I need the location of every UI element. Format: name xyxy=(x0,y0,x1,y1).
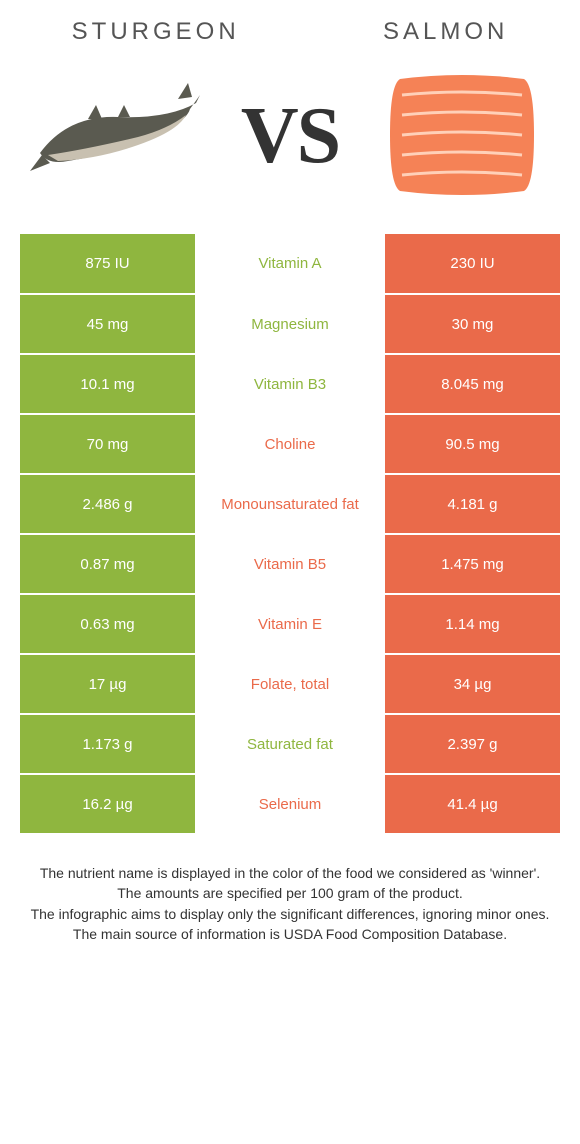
sturgeon-illustration xyxy=(28,60,208,210)
left-value: 10.1 mg xyxy=(20,354,195,414)
table-row: 2.486 gMonounsaturated fat4.181 g xyxy=(20,474,560,534)
left-value: 875 IU xyxy=(20,234,195,294)
table-row: 10.1 mgVitamin B38.045 mg xyxy=(20,354,560,414)
right-food-title: SALMON xyxy=(383,18,508,46)
table-row: 0.87 mgVitamin B51.475 mg xyxy=(20,534,560,594)
vs-v: V xyxy=(241,92,297,180)
nutrient-label: Vitamin E xyxy=(195,594,385,654)
left-value: 0.63 mg xyxy=(20,594,195,654)
nutrient-label: Vitamin A xyxy=(195,234,385,294)
table-row: 70 mgCholine90.5 mg xyxy=(20,414,560,474)
right-value: 30 mg xyxy=(385,294,560,354)
footer-notes: The nutrient name is displayed in the co… xyxy=(30,863,550,944)
footer-line: The amounts are specified per 100 gram o… xyxy=(30,883,550,903)
vs-label: VS xyxy=(241,89,339,182)
left-value: 2.486 g xyxy=(20,474,195,534)
nutrient-label: Magnesium xyxy=(195,294,385,354)
right-value: 4.181 g xyxy=(385,474,560,534)
table-row: 875 IUVitamin A230 IU xyxy=(20,234,560,294)
table-row: 17 µgFolate, total34 µg xyxy=(20,654,560,714)
vs-s: S xyxy=(297,92,340,180)
nutrient-label: Choline xyxy=(195,414,385,474)
nutrient-label: Vitamin B5 xyxy=(195,534,385,594)
right-value: 34 µg xyxy=(385,654,560,714)
right-value: 8.045 mg xyxy=(385,354,560,414)
left-value: 0.87 mg xyxy=(20,534,195,594)
table-row: 1.173 gSaturated fat2.397 g xyxy=(20,714,560,774)
right-value: 1.475 mg xyxy=(385,534,560,594)
left-value: 1.173 g xyxy=(20,714,195,774)
sturgeon-fin-icon xyxy=(178,83,192,99)
right-value: 1.14 mg xyxy=(385,594,560,654)
right-value: 230 IU xyxy=(385,234,560,294)
left-value: 16.2 µg xyxy=(20,774,195,834)
right-value: 41.4 µg xyxy=(385,774,560,834)
nutrient-label: Vitamin B3 xyxy=(195,354,385,414)
nutrient-label: Selenium xyxy=(195,774,385,834)
left-food-title: STURGEON xyxy=(72,18,240,46)
nutrient-label: Folate, total xyxy=(195,654,385,714)
table-row: 0.63 mgVitamin E1.14 mg xyxy=(20,594,560,654)
footer-line: The main source of information is USDA F… xyxy=(30,924,550,944)
left-value: 45 mg xyxy=(20,294,195,354)
table-row: 16.2 µgSelenium41.4 µg xyxy=(20,774,560,834)
comparison-tbody: 875 IUVitamin A230 IU45 mgMagnesium30 mg… xyxy=(20,234,560,834)
left-value: 70 mg xyxy=(20,414,195,474)
left-value: 17 µg xyxy=(20,654,195,714)
header-row: STURGEON SALMON xyxy=(0,0,580,52)
right-value: 2.397 g xyxy=(385,714,560,774)
footer-line: The infographic aims to display only the… xyxy=(30,904,550,924)
hero-row: VS xyxy=(0,52,580,224)
footer-line: The nutrient name is displayed in the co… xyxy=(30,863,550,883)
table-row: 45 mgMagnesium30 mg xyxy=(20,294,560,354)
nutrient-label: Saturated fat xyxy=(195,714,385,774)
salmon-illustration xyxy=(372,60,552,210)
comparison-table: 875 IUVitamin A230 IU45 mgMagnesium30 mg… xyxy=(20,234,560,835)
nutrient-label: Monounsaturated fat xyxy=(195,474,385,534)
sturgeon-scutes-icon xyxy=(88,105,130,119)
right-value: 90.5 mg xyxy=(385,414,560,474)
sturgeon-body-icon xyxy=(40,95,200,162)
